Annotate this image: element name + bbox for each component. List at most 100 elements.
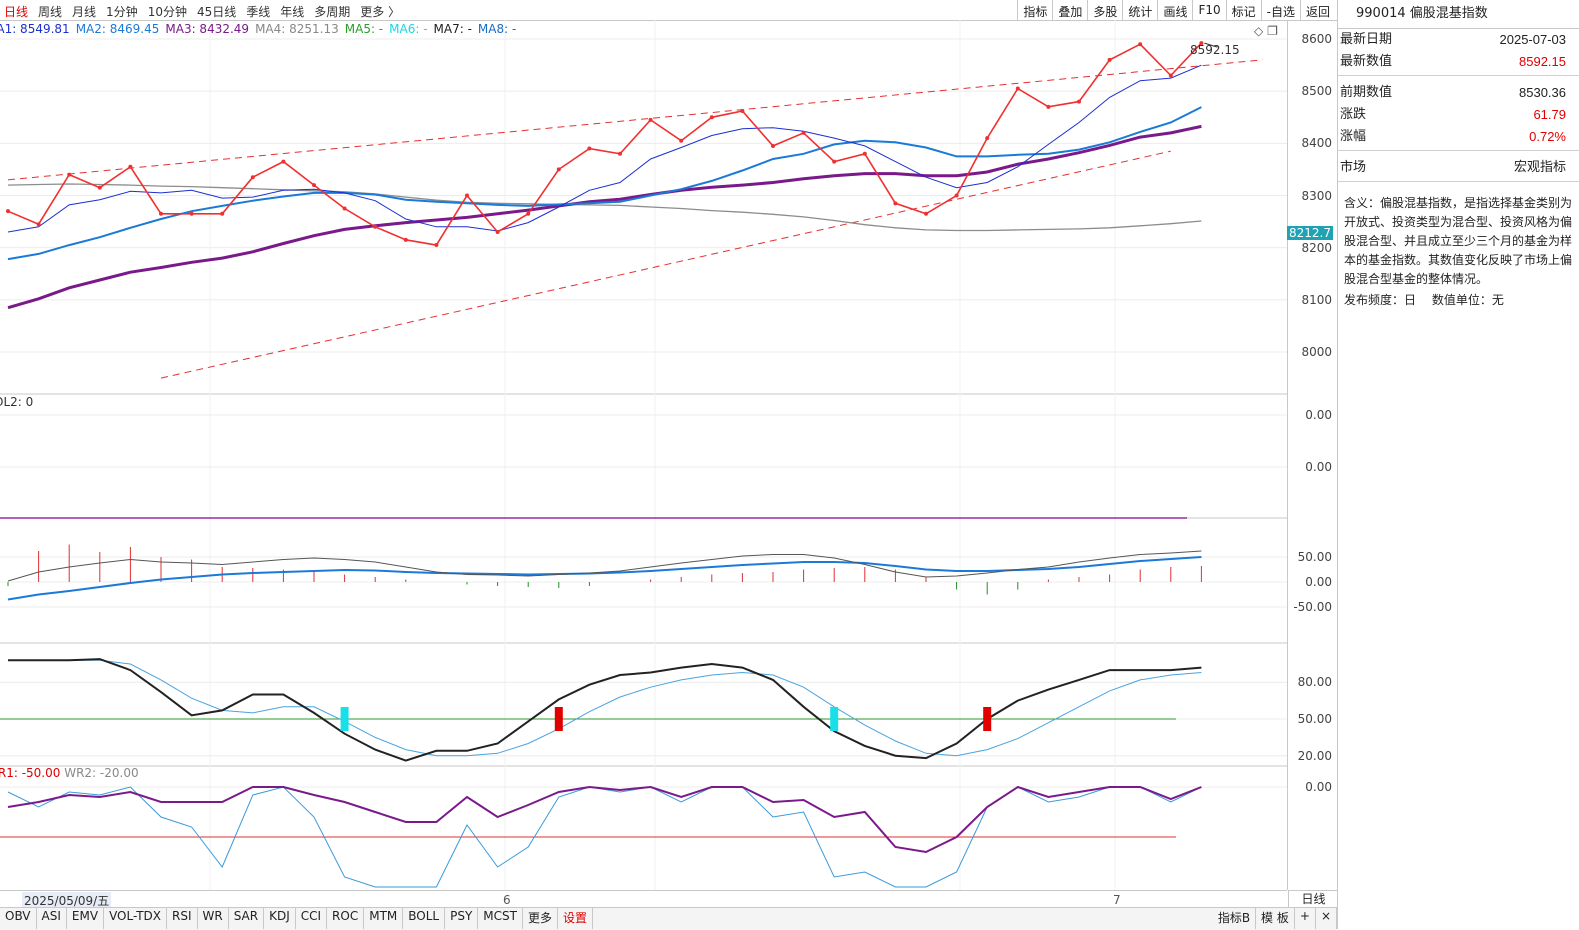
bottom-control[interactable]: 模 板 — [1256, 908, 1295, 929]
info-row: 最新数值 8592.15 — [1338, 51, 1579, 73]
close-point — [495, 230, 500, 235]
close-line — [7, 42, 1202, 246]
close-point — [648, 117, 653, 122]
period-tab[interactable]: 更多 〉 — [360, 5, 401, 19]
indicator-tab[interactable]: 更多 — [523, 908, 558, 929]
market-key: 市场 — [1340, 160, 1367, 175]
y-tick-label: -50.00 — [1293, 600, 1332, 614]
close-point — [893, 201, 898, 206]
bottom-control[interactable]: + — [1295, 908, 1316, 929]
kdj-signal-marker — [340, 707, 349, 731]
info-key: 最新数值 — [1340, 54, 1393, 69]
info-panel: 990014 偏股混基指数 最新日期 2025-07-03 最新数值 8592.15 … — [1337, 0, 1579, 929]
cursor-date: 2025/05/09/五 — [22, 892, 112, 909]
indicator-tab[interactable]: SAR — [229, 908, 265, 929]
ma-legend: MA1: 8549.81 MA2: 8469.45 MA3: 8432.49 MA4:… — [0, 22, 516, 38]
tool-button[interactable]: 多股 — [1087, 0, 1122, 20]
tool-button[interactable]: -自选 — [1260, 0, 1300, 20]
indicator-tab[interactable]: 设置 — [558, 908, 594, 929]
indicator-tab[interactable]: VOL-TDX — [104, 908, 167, 929]
kdj-signal-marker — [830, 707, 839, 731]
window-icon[interactable]: ❐ — [1267, 24, 1278, 38]
close-point — [434, 243, 439, 248]
period-tab[interactable]: 多周期 — [314, 5, 351, 19]
ma-legend-item: MA6: - — [389, 22, 428, 36]
close-point — [954, 193, 959, 198]
close-point — [924, 211, 928, 216]
period-tab[interactable]: 季线 — [246, 5, 271, 19]
ma3-line — [7, 124, 1202, 310]
indicator-tabs: OBV ASI EMV VOL-TDX RSI WR SAR KDJ CCI ROC MTM BOLL… — [0, 907, 1337, 930]
vol-label: VOL2: 0 — [0, 395, 34, 409]
wr1-line — [7, 785, 1202, 854]
indicator-tab[interactable]: EMV — [67, 908, 105, 929]
close-point — [832, 159, 837, 164]
ma1-line — [7, 64, 1202, 233]
x-axis: 2025/05/09/五 6 7 — [0, 890, 1287, 909]
close-point — [771, 143, 775, 148]
tool-button[interactable]: 标记 — [1225, 0, 1261, 20]
period-tab[interactable]: 1分钟 — [106, 5, 138, 19]
market-row: 市场 宏观指标 — [1338, 157, 1579, 179]
info-key: 最新日期 — [1340, 32, 1393, 47]
close-point — [618, 151, 622, 156]
y-tick-label: 8500 — [1301, 84, 1332, 99]
info-value: 0.72% — [1529, 129, 1566, 144]
tool-button[interactable]: 画线 — [1157, 0, 1192, 20]
pane-controls: ◇ ❐ — [1254, 24, 1278, 38]
last-value-label: 8592.15 — [1190, 43, 1240, 57]
y-tick-label: 0.00 — [1305, 780, 1332, 794]
wr2-label: WR2: -20.00 — [64, 766, 139, 780]
info-value: 8592.15 — [1519, 54, 1566, 69]
indicator-tab[interactable]: KDJ — [264, 908, 296, 929]
tool-button[interactable]: 指标 — [1017, 0, 1052, 20]
period-label[interactable]: 日线 — [1288, 890, 1338, 908]
y-tick-label: 0.00 — [1305, 408, 1332, 422]
y-tick-label: 8300 — [1301, 188, 1332, 203]
y-tick-label: 80.00 — [1297, 675, 1332, 690]
period-tab[interactable]: 月线 — [72, 5, 97, 19]
x-tick-label: 6 — [503, 893, 511, 907]
info-value: 61.79 — [1533, 107, 1566, 122]
y-tick-label: 50.00 — [1297, 550, 1332, 564]
indicator-tab[interactable]: ROC — [327, 908, 365, 929]
period-tab[interactable]: 周线 — [38, 5, 63, 19]
indicator-tab[interactable]: WR — [198, 908, 229, 929]
diamond-icon[interactable]: ◇ — [1254, 24, 1264, 38]
y-tick-label: 8600 — [1301, 32, 1332, 46]
indicator-tab[interactable]: CCI — [296, 908, 328, 929]
period-tab[interactable]: 日线 — [4, 5, 29, 19]
chart-canvas[interactable] — [0, 20, 1287, 890]
info-row: 最新日期 2025-07-03 — [1338, 29, 1579, 51]
indicator-tab[interactable]: MCST — [478, 908, 523, 929]
ma-legend-item: MA4: 8251.13 — [255, 22, 339, 36]
indicator-tab[interactable]: MTM — [364, 908, 404, 929]
tool-button[interactable]: F10 — [1192, 0, 1225, 20]
tool-button[interactable]: 叠加 — [1052, 0, 1087, 20]
tool-button[interactable]: 统计 — [1122, 0, 1157, 20]
period-tab[interactable]: 年线 — [280, 5, 305, 19]
close-point — [373, 224, 378, 229]
y-tick-label: 8400 — [1301, 136, 1332, 151]
trend-line-upper — [7, 59, 1263, 181]
indicator-tab[interactable]: BOLL — [403, 908, 446, 929]
tool-button[interactable]: 返回 — [1299, 0, 1335, 20]
indicator-tab[interactable]: RSI — [167, 908, 198, 929]
info-rows-1: 最新日期 2025-07-03 最新数值 8592.15 — [1338, 29, 1579, 73]
close-point — [679, 138, 684, 143]
close-point — [1015, 86, 1020, 91]
panel-title: 990014 偏股混基指数 — [1338, 0, 1579, 29]
period-tab[interactable]: 10分钟 — [147, 5, 187, 19]
y-tick-label: 0.00 — [1305, 460, 1332, 474]
bottom-control[interactable]: × — [1316, 908, 1337, 929]
indicator-tab[interactable]: PSY — [445, 908, 479, 929]
ma-legend-item: MA5: - — [344, 22, 384, 36]
period-tab[interactable]: 45日线 — [196, 5, 237, 19]
bottom-control[interactable]: 指标B — [1213, 908, 1257, 929]
ma-legend-item: MA2: 8469.45 — [75, 22, 160, 36]
y-axis: 8600 8500 8400 8300 8200 8100 8000 0.00 0.00 50.0… — [1287, 20, 1338, 890]
indicator-tab[interactable]: OBV — [0, 908, 37, 929]
close-point — [97, 185, 102, 190]
indicator-tab[interactable]: ASI — [37, 908, 67, 929]
close-point — [403, 237, 408, 242]
